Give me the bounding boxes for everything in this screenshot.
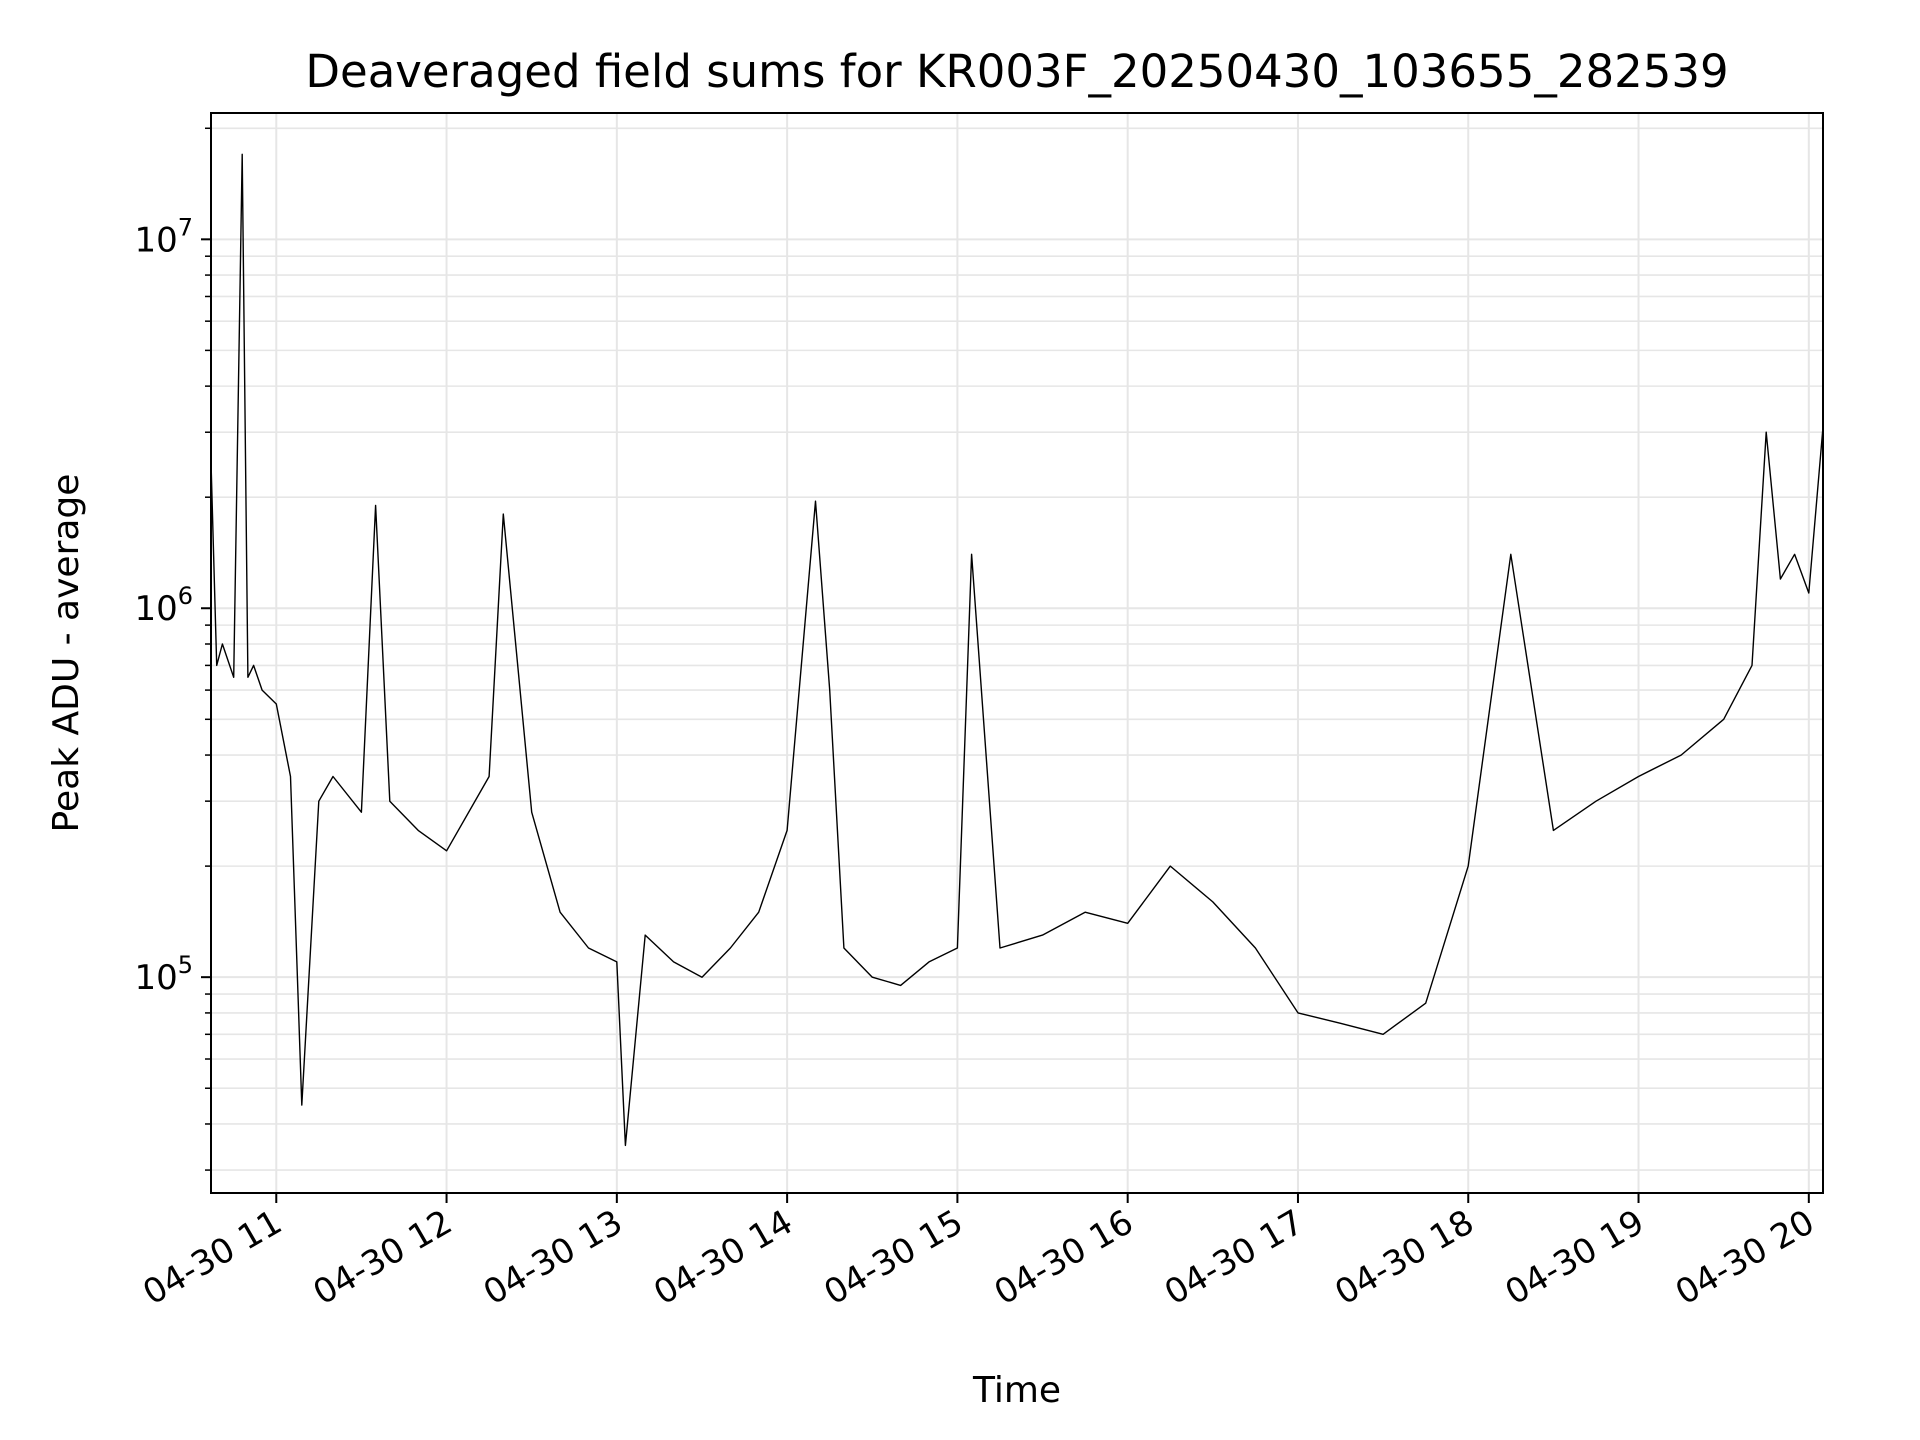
series-layer [210,153,1824,1147]
y-tick-label-exponent: 7 [178,213,193,241]
y-tick-label-base: 10 [134,958,177,998]
grid [211,113,1823,1193]
series-line [210,153,1824,1147]
x-axis-label: Time [972,1370,1061,1411]
y-tick-label-base: 10 [134,589,177,629]
y-tick-label-exponent: 5 [178,951,193,979]
y-tick-label: 106 [134,582,193,629]
y-tick-label: 107 [134,213,193,260]
y-tick-label: 105 [134,951,193,998]
y-tick-label-base: 10 [134,220,177,260]
chart-title: Deaveraged field sums for KR003F_2025043… [305,45,1728,98]
plot-frame [210,112,1824,1194]
y-axis-label: Peak ADU - average [46,474,87,833]
y-tick-label-exponent: 6 [178,582,193,610]
